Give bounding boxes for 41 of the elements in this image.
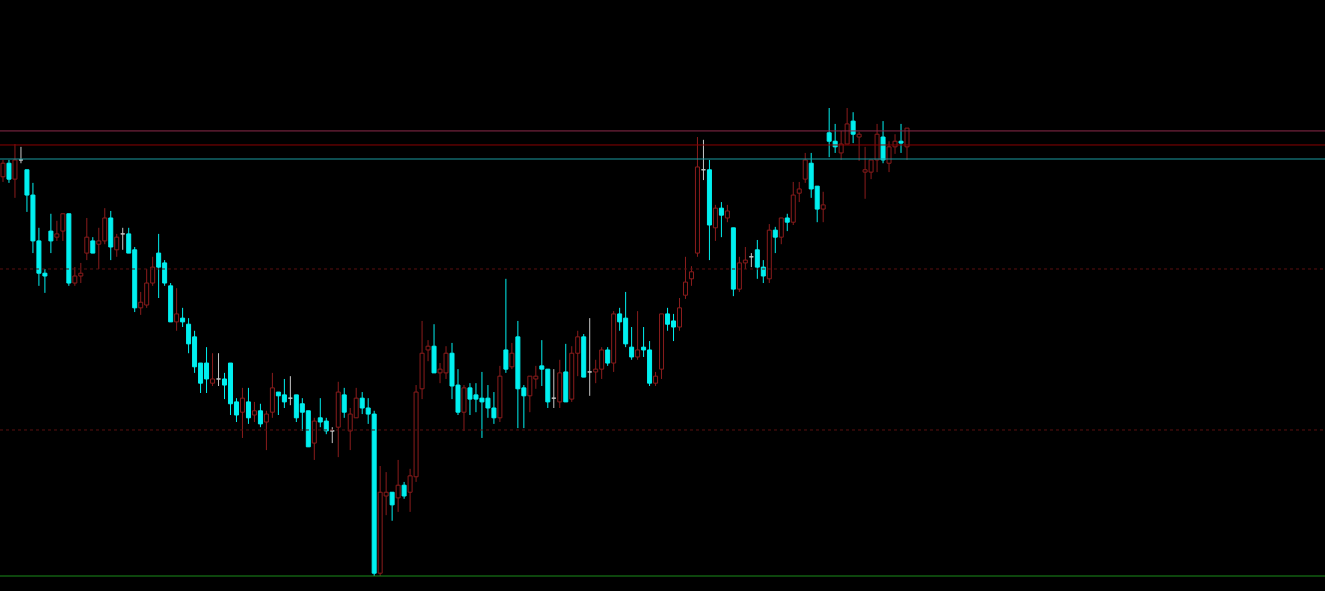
candlestick [341,387,347,419]
candlestick [677,297,683,332]
candlestick [263,410,269,451]
candlestick [389,491,395,522]
candlestick [718,201,724,238]
candlestick [856,131,862,162]
candlestick [587,317,593,397]
candlestick [898,123,904,154]
candlestick [84,217,90,261]
candlestick [772,226,778,254]
candlestick [180,307,186,328]
candlestick [210,352,216,387]
candlestick [174,287,180,332]
candlestick [802,152,808,184]
candlestick [820,191,826,223]
candlestick [12,143,18,199]
candlestick [48,213,54,254]
candlestick [54,220,60,242]
candlestick [114,233,120,258]
candlestick [251,401,257,423]
candlestick [245,387,251,425]
candlestick [60,213,66,242]
candlestick [311,417,317,461]
candlestick [850,111,856,144]
candlestick [120,227,126,251]
candlestick [503,278,509,374]
candlestick [509,342,515,370]
candlestick [635,310,641,361]
candlestick [688,265,694,287]
candlestick [257,403,263,428]
candlestick [778,217,784,245]
candlestick [6,159,12,184]
candlestick [216,352,222,387]
candlestick [239,387,245,439]
candlestick [629,326,635,361]
candlestick [605,346,611,367]
candlestick [712,204,718,242]
candlestick [796,181,802,203]
candlestick [425,339,431,362]
candlestick [682,256,688,300]
candlestick [395,459,401,513]
